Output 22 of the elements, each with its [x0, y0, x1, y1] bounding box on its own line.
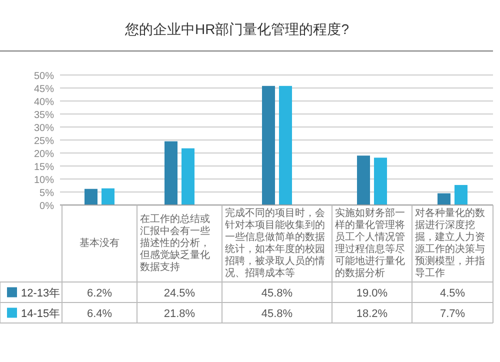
y-tick-label: 15% [34, 162, 54, 173]
data-label: 45.8% [261, 287, 293, 300]
y-tick-label: 50% [34, 71, 54, 82]
y-tick-label: 20% [34, 149, 54, 160]
data-label: 19.0% [356, 287, 388, 300]
data-label: 4.5% [440, 287, 466, 300]
data-label: 7.7% [440, 308, 466, 320]
y-tick-label: 25% [34, 136, 54, 147]
y-tick-label: 10% [34, 175, 54, 186]
data-label: 18.2% [356, 308, 388, 320]
y-tick-label: 30% [34, 123, 54, 134]
data-label: 6.4% [86, 308, 112, 320]
y-tick-label: 40% [34, 97, 54, 108]
y-tick-label: 35% [34, 110, 54, 121]
y-tick-label: 5% [40, 188, 54, 199]
title: 您的企业中HR部门量化管理的程度? [125, 21, 349, 37]
y-tick-label: 45% [34, 84, 54, 95]
data-label: 6.2% [86, 287, 112, 300]
data-label: 45.8% [261, 308, 293, 320]
data-label: 21.8% [164, 308, 196, 320]
y-tick-label: 0% [40, 201, 54, 212]
data-label: 24.5% [164, 287, 196, 300]
